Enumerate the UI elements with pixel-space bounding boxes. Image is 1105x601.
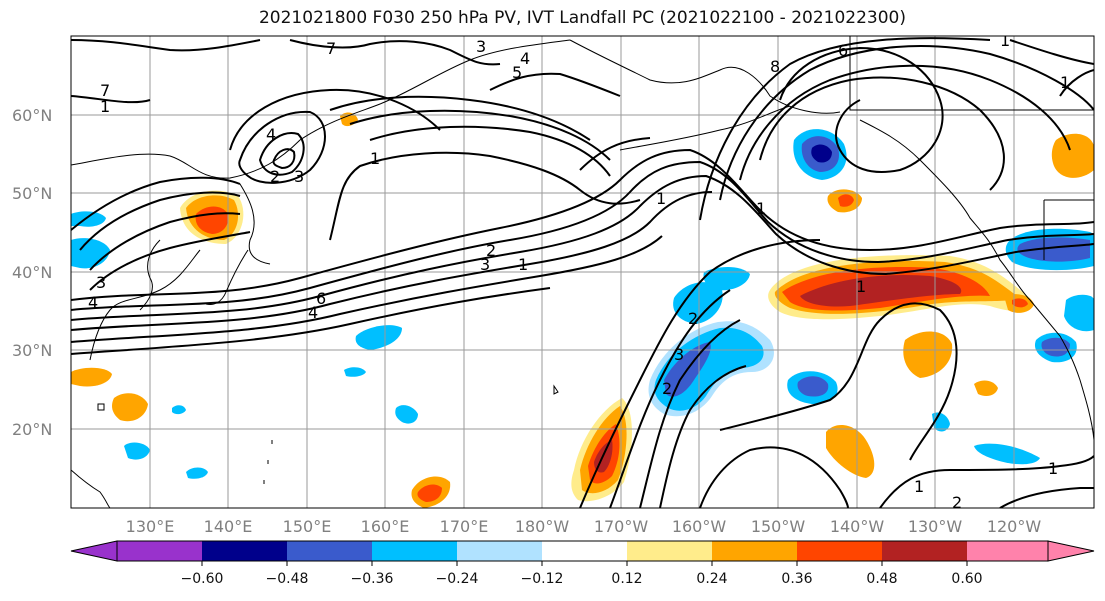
colorbar-tick-label: −0.48 [266,571,309,587]
contour-labels: 7 7 3 4 5 8 6 1 1 4 2 3 1 1 2 3 1 6 4 2 … [88,31,1070,512]
contour-label: 1 [914,477,924,496]
colorbar-tick-label: 0.24 [696,571,727,587]
map-title: 2021021800 F030 250 hPa PV, IVT Landfall… [258,8,906,28]
latitude-axis: 60°N 50°N 40°N 30°N 20°N [12,106,52,439]
contour-label: 1 [756,199,766,218]
contour-label: 2 [688,309,698,328]
ivt-shading [71,112,1094,508]
contour-label: 5 [512,63,522,82]
contour-label: 3 [96,273,106,292]
colorbar-tick-label: 0.12 [611,571,642,587]
map-plot-area: 7 7 3 4 5 8 6 1 1 4 2 3 1 1 2 3 1 6 4 2 … [71,31,1094,512]
contour-label: 1 [518,255,528,274]
colorbar-tick-label: 0.48 [866,571,897,587]
colorbar-swatch [372,541,457,561]
contour-label: 3 [294,167,304,186]
contour-label: 1 [370,149,380,168]
coastlines [71,36,1094,508]
lon-label: 130°W [908,517,963,536]
contour-label: 1 [100,97,110,116]
lon-label: 140°W [830,517,885,536]
longitude-axis: 130°E 140°E 150°E 160°E 170°E 180°W 170°… [126,517,1042,536]
colorbar-swatch [457,541,542,561]
lat-label: 30°N [12,341,52,360]
contour-label: 2 [952,493,962,512]
lat-label: 20°N [12,420,52,439]
contour-label: 7 [100,81,110,100]
lon-label: 170°E [440,517,489,536]
colorbar-swatch [287,541,372,561]
contour-label: 6 [316,289,326,308]
colorbar-swatch [542,541,627,561]
contour-label: 1 [1060,73,1070,92]
colorbar-swatch [627,541,712,561]
contour-label: 8 [770,57,780,76]
lat-label: 50°N [12,184,52,203]
lon-label: 160°W [672,517,727,536]
contour-label: 4 [266,125,276,144]
pv-contours [71,37,1094,508]
colorbar-tick-label: −0.36 [351,571,394,587]
colorbar-tick-label: 0.60 [951,571,982,587]
colorbar-extend-high [1047,540,1095,562]
colorbar-swatch [202,541,287,561]
contour-label: 2 [270,167,280,186]
contour-label: 2 [486,241,496,260]
lon-label: 120°W [987,517,1042,536]
colorbar-swatch [117,541,202,561]
lon-label: 150°E [283,517,332,536]
contour-label: 7 [326,39,336,58]
contour-label: 1 [856,277,866,296]
lon-label: 140°E [204,517,253,536]
plot-frame [70,35,1095,509]
lon-label: 130°E [126,517,175,536]
contour-label: 3 [476,37,486,56]
lat-label: 60°N [12,106,52,125]
contour-label: 4 [88,293,98,312]
contour-label: 1 [656,189,666,208]
colorbar-swatch [712,541,797,561]
contour-label: 6 [838,41,848,60]
colorbar-swatch [797,541,882,561]
colorbar-tick-label: −0.60 [181,571,224,587]
colorbar-tick-label: 0.36 [781,571,812,587]
lat-label: 40°N [12,263,52,282]
contour-label: 3 [674,345,684,364]
colorbar: −0.60 −0.48 −0.36 −0.24 −0.12 0.12 0.24 … [70,540,1095,587]
contour-label: 4 [308,303,318,322]
lon-label: 170°W [594,517,649,536]
colorbar-tick-label: −0.12 [521,571,564,587]
contour-label: 4 [520,49,530,68]
lon-label: 160°E [361,517,410,536]
colorbar-swatch [882,541,967,561]
contour-label: 2 [662,379,672,398]
colorbar-extend-low [70,540,118,562]
contour-label: 1 [1048,459,1058,478]
contour-label: 1 [1000,31,1010,50]
colorbar-swatch [967,541,1048,561]
contour-label: 3 [480,255,490,274]
lon-label: 180°W [515,517,570,536]
positive-anomaly-region [903,331,953,378]
colorbar-tick-label: −0.24 [436,571,479,587]
lon-label: 150°W [751,517,806,536]
